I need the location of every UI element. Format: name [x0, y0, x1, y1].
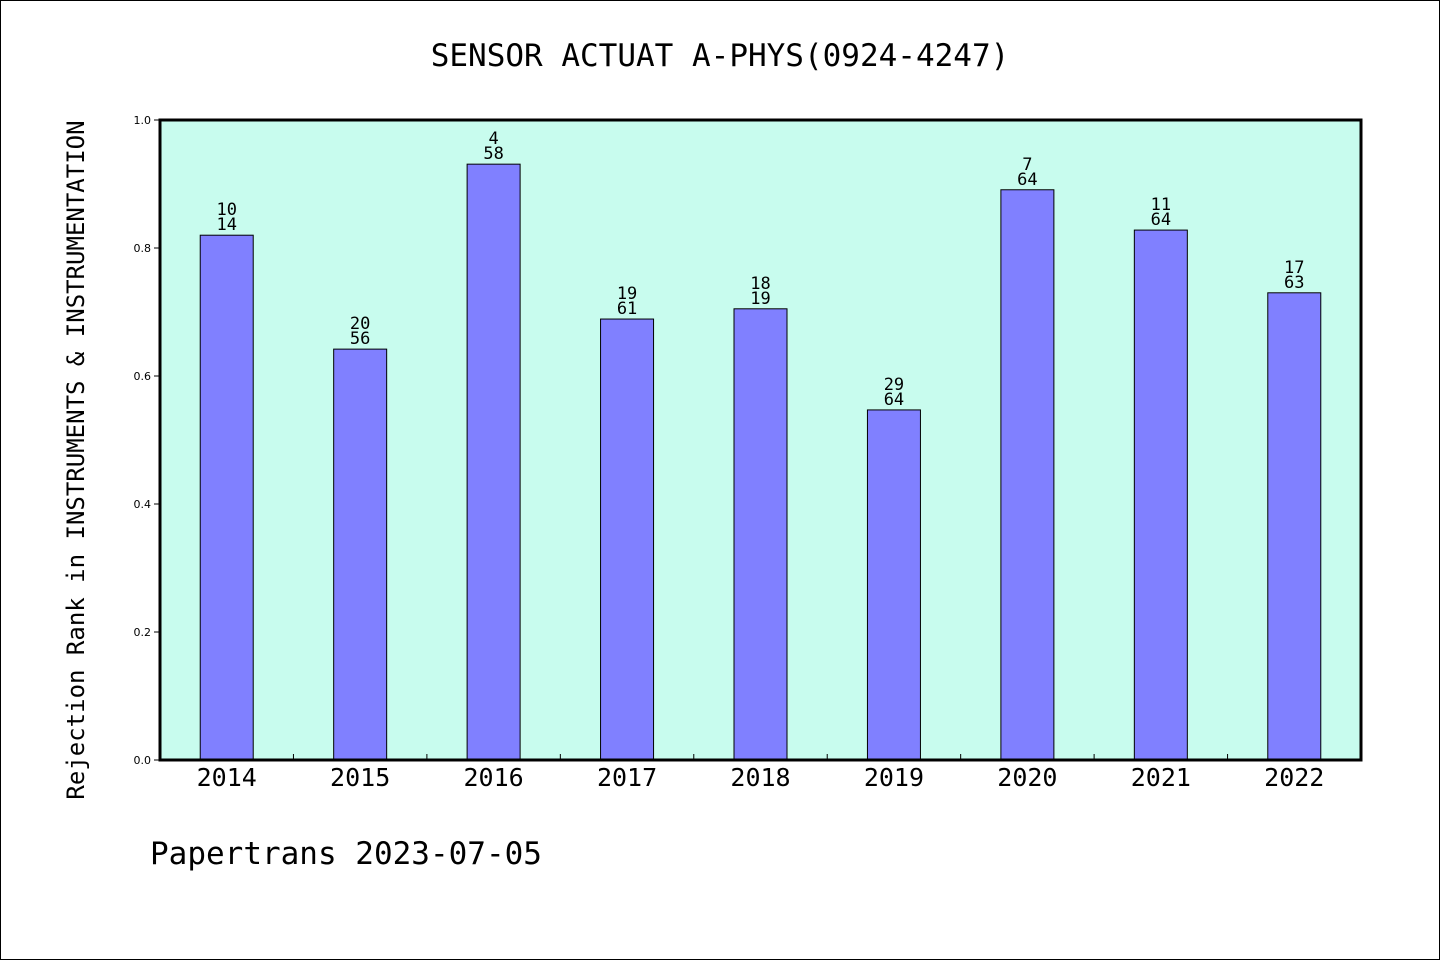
y-tick-label: 0.2 — [134, 626, 152, 639]
y-tick-label: 1.0 — [134, 114, 152, 127]
chart-title: SENSOR ACTUAT A-PHYS(0924-4247) — [431, 38, 1010, 74]
x-tick-label-2018: 2018 — [730, 763, 790, 792]
data-label-2022-total: 63 — [1284, 273, 1304, 293]
data-label-2016-total: 58 — [483, 144, 503, 164]
data-label-2020-total: 64 — [1017, 170, 1037, 190]
data-label-2021-total: 64 — [1151, 210, 1171, 230]
bar-2016 — [466, 163, 521, 761]
y-tick-label: 0.0 — [134, 754, 152, 767]
x-tick-label-2017: 2017 — [597, 763, 657, 792]
plot-border — [158, 118, 1363, 762]
y-tick-label: 0.6 — [134, 370, 152, 383]
x-axis-ticks: 2014 2015 2016 2017 2018 2019 2020 2021 2022 — [197, 754, 1324, 792]
y-tick-label: 0.8 — [134, 242, 152, 255]
x-tick-label-2022: 2022 — [1264, 763, 1324, 792]
data-label-2019-total: 64 — [884, 390, 904, 410]
data-label-2020-rank: 7 — [1022, 155, 1032, 175]
bar-2015 — [333, 348, 388, 761]
bar-2014 — [199, 234, 254, 761]
data-label-2017-rank: 19 — [617, 284, 637, 304]
footer-text: Papertrans 2023-07-05 — [150, 836, 542, 872]
bar-2017 — [600, 318, 655, 761]
data-label-2014-total: 14 — [216, 215, 236, 235]
data-label-2015-rank: 20 — [350, 314, 370, 334]
data-label-2019-rank: 29 — [884, 375, 904, 395]
x-tick-label-2014: 2014 — [197, 763, 257, 792]
y-axis-label: Rejection Rank in INSTRUMENTS & INSTRUME… — [62, 120, 90, 799]
x-tick-label-2016: 2016 — [464, 763, 524, 792]
bar-2018 — [733, 308, 788, 761]
data-label-2018-rank: 18 — [750, 274, 770, 294]
y-axis-ticks: 0.0 0.2 0.4 0.6 0.8 1.0 — [134, 114, 160, 767]
data-label-2016-rank: 4 — [488, 129, 498, 149]
bar-2019 — [866, 409, 921, 761]
bar-2020 — [1000, 189, 1055, 761]
bar-2022 — [1267, 292, 1322, 761]
data-label-2017-total: 61 — [617, 299, 637, 319]
y-tick-label: 0.4 — [134, 498, 152, 511]
bar-2021 — [1133, 229, 1188, 761]
data-label-2015-total: 56 — [350, 329, 370, 349]
x-tick-label-2019: 2019 — [864, 763, 924, 792]
x-tick-label-2015: 2015 — [330, 763, 390, 792]
x-tick-label-2020: 2020 — [997, 763, 1057, 792]
x-tick-label-2021: 2021 — [1131, 763, 1191, 792]
data-label-2021-rank: 11 — [1151, 195, 1171, 215]
data-label-2022-rank: 17 — [1284, 258, 1304, 278]
data-label-2018-total: 19 — [750, 289, 770, 309]
data-label-2014-rank: 10 — [216, 200, 236, 220]
